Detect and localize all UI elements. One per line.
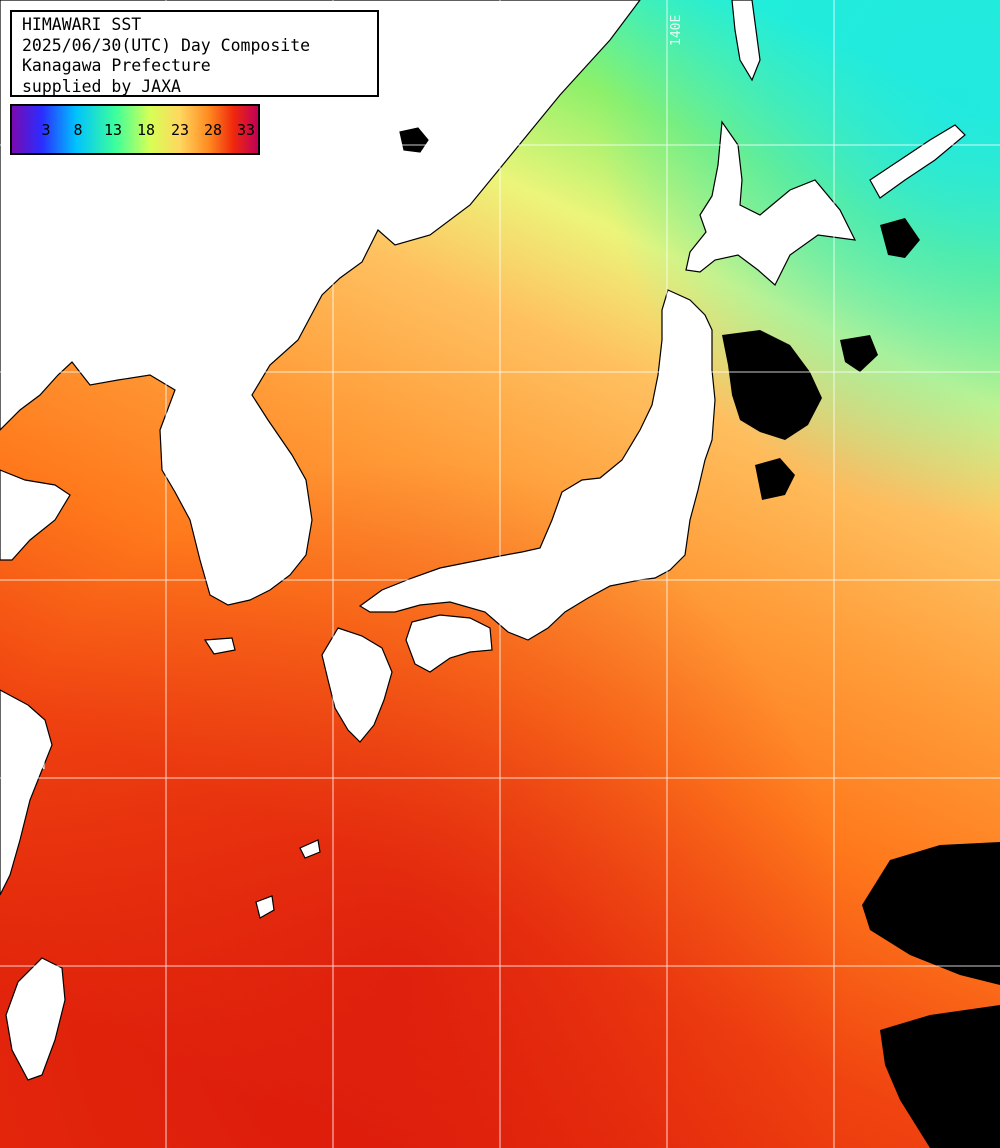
region-label: Kanagawa Prefecture	[22, 56, 211, 75]
satellite-title: HIMAWARI SST	[22, 15, 142, 34]
sakhalin-land	[731, 0, 761, 82]
colorbar-tick-8: 8	[73, 121, 83, 139]
date-composite-label: 2025/06/30(UTC) Day Composite	[22, 35, 311, 55]
taiwan-land	[5, 957, 66, 1081]
colorbar-tick-28: 28	[203, 121, 223, 139]
latitude-label-40n: 40N	[22, 352, 46, 367]
ryukyu-island-2	[255, 895, 275, 919]
colorbar-tick-23: 23	[170, 121, 190, 139]
cloud-cover-no-data	[722, 218, 1000, 1148]
korea-south-coast-islands	[203, 637, 236, 655]
no-data-patch-tohoku	[722, 330, 822, 440]
longitude-label-140e: 140E	[669, 14, 684, 46]
kuril-land	[869, 124, 966, 199]
small-island-north	[399, 127, 429, 153]
latitude-label-30n: 30N	[22, 758, 46, 773]
china-coast-land	[0, 469, 71, 561]
colorbar-tick-33: 33	[236, 121, 256, 139]
no-data-patch-sanriku	[755, 458, 795, 500]
kyushu-land	[321, 627, 393, 743]
map-title-box: HIMAWARI SST 2025/06/30(UTC) Day Composi…	[10, 10, 379, 97]
no-data-patch-okhotsk	[880, 218, 920, 258]
no-data-patch-se-2	[880, 1005, 1000, 1148]
colorbar-gradient	[12, 106, 258, 153]
hokkaido-land	[685, 120, 857, 286]
no-data-patch-east	[840, 335, 878, 372]
honshu-land	[358, 289, 716, 641]
shikoku-land	[405, 614, 493, 673]
colorbar-tick-labels: 3 8 13 18 23 28 33	[12, 106, 258, 153]
colorbar-tick-18: 18	[136, 121, 156, 139]
credit-label: supplied by JAXA	[22, 76, 181, 96]
temperature-colorbar: 3 8 13 18 23 28 33	[10, 104, 260, 155]
colorbar-tick-13: 13	[103, 121, 123, 139]
china-south-coast-land	[0, 689, 53, 896]
no-data-patch-se-1	[862, 842, 1000, 985]
ryukyu-island-1	[299, 839, 321, 859]
colorbar-tick-3: 3	[41, 121, 51, 139]
